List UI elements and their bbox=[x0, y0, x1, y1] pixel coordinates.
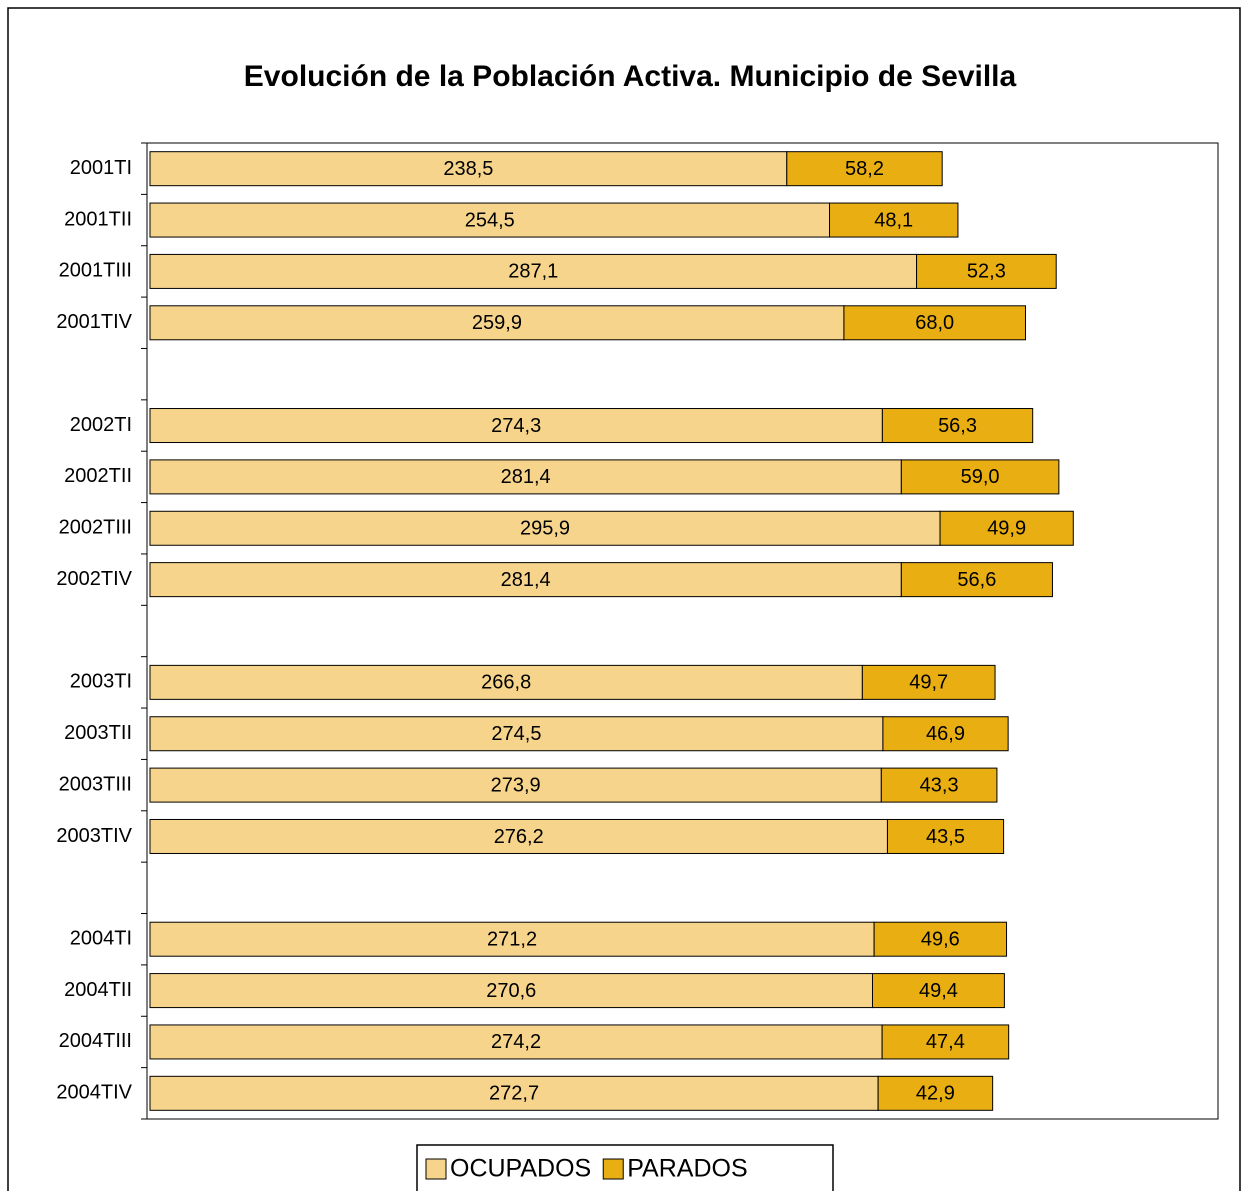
bar-segment bbox=[882, 716, 1009, 752]
bar-segment bbox=[149, 562, 902, 598]
data-label: 46,9 bbox=[926, 723, 965, 745]
data-label: 238,5 bbox=[443, 158, 493, 180]
bar-segment bbox=[149, 1024, 883, 1060]
y-tick-label: 2001TII bbox=[64, 208, 132, 230]
data-label: 274,3 bbox=[491, 415, 541, 437]
bar-segment bbox=[872, 973, 1005, 1009]
data-label: 43,3 bbox=[920, 774, 959, 796]
bar-segment bbox=[880, 767, 998, 803]
data-label: 273,9 bbox=[491, 774, 541, 796]
y-tick-label: 2004TIV bbox=[56, 1082, 132, 1104]
data-label: 59,0 bbox=[961, 466, 1000, 488]
bar-segment bbox=[881, 1024, 1010, 1060]
data-label: 52,3 bbox=[967, 261, 1006, 283]
y-tick-label: 2002TI bbox=[70, 414, 132, 436]
y-tick-label: 2003TIII bbox=[59, 773, 132, 795]
bar-segment bbox=[786, 151, 943, 187]
data-label: 266,8 bbox=[481, 672, 531, 694]
data-label: 295,9 bbox=[520, 518, 570, 540]
y-tick-label: 2001TI bbox=[70, 157, 132, 179]
bar-segment bbox=[861, 664, 996, 700]
bar-segment bbox=[886, 818, 1005, 854]
bar-segment bbox=[149, 305, 845, 341]
bar-segment bbox=[900, 562, 1053, 598]
data-label: 281,4 bbox=[501, 569, 551, 591]
legend-swatch bbox=[602, 1158, 624, 1180]
bar-segment bbox=[873, 921, 1008, 957]
bar-segment bbox=[829, 202, 959, 238]
legend bbox=[416, 1144, 834, 1191]
bar-segment bbox=[149, 202, 831, 238]
bar-segment bbox=[843, 305, 1026, 341]
data-label: 254,5 bbox=[465, 209, 515, 231]
y-tick-label: 2003TII bbox=[64, 722, 132, 744]
data-label: 270,6 bbox=[486, 980, 536, 1002]
bar-segment bbox=[149, 664, 863, 700]
legend-swatch bbox=[425, 1158, 447, 1180]
y-tick-label: 2001TIII bbox=[59, 260, 132, 282]
data-label: 49,6 bbox=[921, 928, 960, 950]
data-label: 48,1 bbox=[874, 209, 913, 231]
y-tick-label: 2004TII bbox=[64, 979, 132, 1001]
bar-segment bbox=[149, 767, 882, 803]
y-tick-label: 2003TIV bbox=[56, 825, 132, 847]
bar-segment bbox=[149, 151, 788, 187]
legend-label: OCUPADOS bbox=[450, 1155, 591, 1183]
data-label: 43,5 bbox=[926, 826, 965, 848]
data-label: 42,9 bbox=[916, 1083, 955, 1105]
bar-segment bbox=[881, 408, 1034, 444]
y-tick-label: 2003TI bbox=[70, 671, 132, 693]
data-label: 49,7 bbox=[909, 672, 948, 694]
bar-segment bbox=[877, 1075, 994, 1111]
bar-segment bbox=[149, 921, 875, 957]
bar-segment bbox=[900, 459, 1060, 495]
bar-segment bbox=[149, 973, 874, 1009]
data-label: 58,2 bbox=[845, 158, 884, 180]
data-label: 47,4 bbox=[926, 1031, 965, 1053]
data-label: 271,2 bbox=[487, 928, 537, 950]
bar-segment bbox=[149, 408, 883, 444]
data-label: 56,3 bbox=[938, 415, 977, 437]
data-label: 274,5 bbox=[491, 723, 541, 745]
y-tick-label: 2002TII bbox=[64, 465, 132, 487]
bar-segment bbox=[149, 253, 918, 289]
data-label: 276,2 bbox=[494, 826, 544, 848]
data-label: 49,9 bbox=[987, 518, 1026, 540]
data-label: 56,6 bbox=[957, 569, 996, 591]
data-label: 259,9 bbox=[472, 312, 522, 334]
data-label: 49,4 bbox=[919, 980, 958, 1002]
bar-segment bbox=[939, 510, 1074, 546]
bar-segment bbox=[916, 253, 1057, 289]
data-label: 68,0 bbox=[915, 312, 954, 334]
y-tick-label: 2004TI bbox=[70, 927, 132, 949]
y-tick-label: 2002TIV bbox=[56, 568, 132, 590]
legend-label: PARADOS bbox=[627, 1155, 747, 1183]
data-label: 281,4 bbox=[501, 466, 551, 488]
y-tick-label: 2004TIII bbox=[59, 1030, 132, 1052]
y-tick-label: 2002TIII bbox=[59, 517, 132, 539]
bar-segment bbox=[149, 459, 902, 495]
data-label: 274,2 bbox=[491, 1031, 541, 1053]
data-label: 272,7 bbox=[489, 1083, 539, 1105]
plot-area bbox=[146, 142, 1219, 1120]
chart-title: Evolución de la Población Activa. Munici… bbox=[244, 60, 1017, 93]
data-label: 287,1 bbox=[508, 261, 558, 283]
y-tick-label: 2001TIV bbox=[56, 311, 132, 333]
